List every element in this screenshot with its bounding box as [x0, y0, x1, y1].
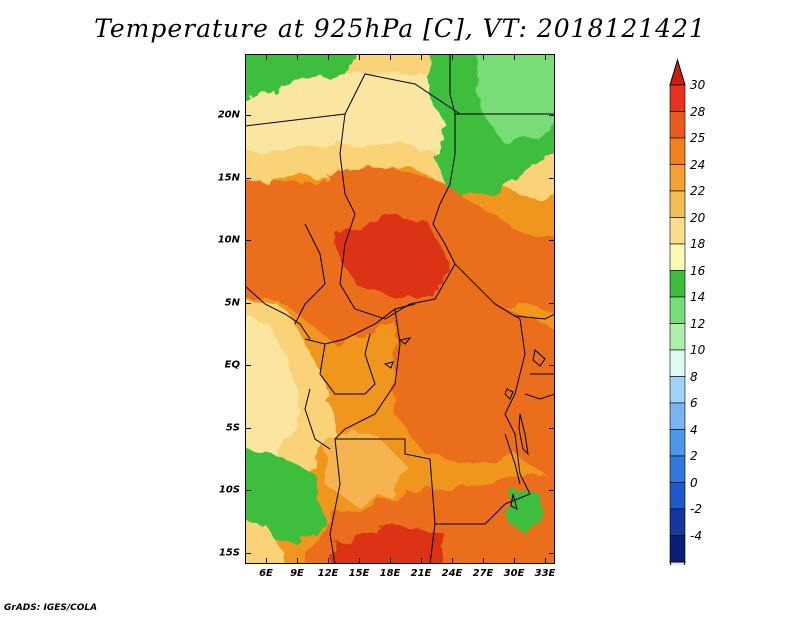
- country-borders: [245, 54, 555, 564]
- colorbar-label: 30: [690, 78, 706, 92]
- temp-south-22-24: [325, 434, 405, 504]
- colorbar-box: [669, 402, 686, 430]
- temp-sw-yellow-20-22: [245, 521, 285, 564]
- colorbar-box: [669, 111, 686, 139]
- colorbar-box: [669, 455, 686, 483]
- lon-label-18e: 18E: [379, 568, 401, 579]
- temp-green-ne-14-16: [476, 54, 555, 144]
- colorbar-label: 8: [690, 369, 698, 384]
- colorbar-box: [669, 482, 686, 510]
- colorbar-box: [669, 270, 686, 298]
- colorbar-label: 12: [690, 316, 706, 331]
- colorbar-box: [669, 137, 686, 165]
- colorbar-box: [669, 296, 686, 324]
- colorbar-bottom-arrow: [669, 561, 686, 565]
- colorbar-box: [669, 508, 686, 536]
- colorbar-box: [669, 190, 686, 218]
- lon-label-12e: 12E: [317, 568, 339, 579]
- colorbar-box: [669, 84, 686, 112]
- colorbar-label: 0: [690, 475, 698, 490]
- grads-credit: GrADS: IGES/COLA: [4, 603, 98, 613]
- colorbar-box: [669, 164, 686, 192]
- colorbar-box: [669, 243, 686, 271]
- lakes: [383, 337, 546, 510]
- temperature-map: [245, 54, 555, 564]
- temp-coast-18-20: [245, 315, 300, 460]
- lat-label-15n: 15N: [217, 172, 240, 184]
- lon-label-24e: 24E: [441, 568, 463, 579]
- map-tick-marks: [245, 54, 555, 564]
- colorbar-top-arrow: [669, 58, 686, 86]
- colorbar-label: 6: [690, 396, 698, 410]
- temp-mid-28-30: [335, 214, 450, 299]
- colorbar-label: 22: [690, 184, 706, 198]
- lat-label-5n: 5N: [224, 297, 240, 309]
- map-title: Temperature at 925hPa [C], VT: 201812142…: [94, 14, 706, 43]
- colorbar-label: 20: [690, 210, 706, 225]
- colorbar-label: -2: [690, 502, 702, 516]
- lat-label-eq: EQ: [224, 359, 240, 371]
- colorbar-label: 18: [690, 237, 706, 251]
- colorbar-box: [669, 535, 686, 563]
- colorbar-label: 16: [690, 263, 706, 278]
- lon-label-6e: 6E: [259, 568, 273, 579]
- colorbar-label: 4: [690, 422, 698, 437]
- temp-sw-green-16-18: [245, 448, 325, 544]
- lat-label-10n: 10N: [217, 234, 240, 246]
- lon-label-27e: 27E: [472, 568, 494, 579]
- lon-label-9e: 9E: [290, 568, 304, 579]
- temp-north-18-20: [245, 74, 475, 154]
- colorbar-label: 10: [690, 343, 706, 357]
- colorbar-box: [669, 349, 686, 377]
- colorbar-box: [669, 323, 686, 351]
- lat-label-10s: 10S: [218, 484, 240, 496]
- map-frame: [245, 54, 555, 564]
- temp-south-28-30: [331, 524, 445, 564]
- temp-green-nw-16-18: [245, 54, 355, 99]
- lon-label-33e: 33E: [534, 568, 556, 579]
- colorbar: [669, 58, 686, 565]
- colorbar-label: 24: [690, 157, 706, 172]
- colorbar-label: 14: [690, 290, 706, 304]
- colorbar-label: -4: [690, 528, 702, 543]
- colorbar-box: [669, 429, 686, 457]
- colorbar-label: 25: [690, 131, 706, 145]
- lon-label-21e: 21E: [410, 568, 432, 579]
- colorbar-label: 2: [690, 449, 698, 463]
- colorbar-label: 28: [690, 104, 706, 119]
- lat-label-20n: 20N: [217, 109, 240, 121]
- lon-label-15e: 15E: [348, 568, 370, 579]
- colorbar-box: [669, 376, 686, 404]
- lon-label-30e: 30E: [503, 568, 525, 579]
- lat-label-15s: 15S: [218, 547, 240, 559]
- colorbar-box: [669, 217, 686, 245]
- lat-label-5s: 5S: [225, 422, 240, 434]
